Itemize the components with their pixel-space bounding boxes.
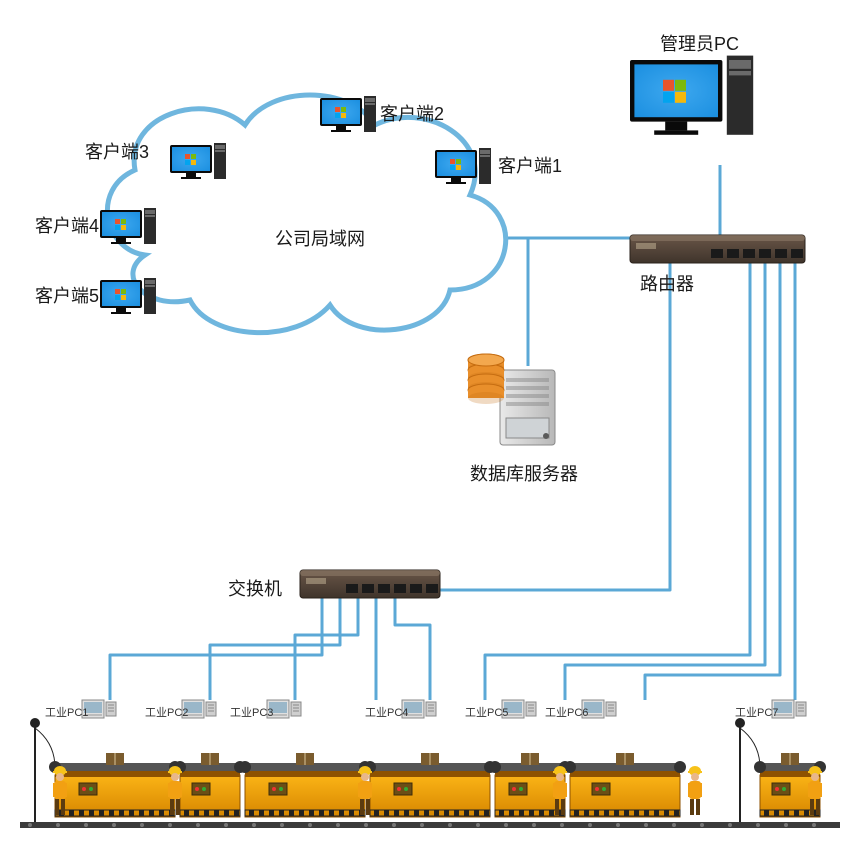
switch-device: [300, 570, 440, 598]
admin-pc: [630, 56, 753, 135]
label-client-4: 客户端4: [35, 212, 99, 238]
client-pc: [100, 278, 156, 314]
router-device: [630, 235, 805, 263]
factory-floor: [20, 718, 840, 828]
label-client-2: 客户端2: [380, 100, 444, 126]
label-ipc-5: 工业PC5: [465, 704, 508, 720]
label-admin-pc: 管理员PC: [660, 30, 739, 56]
label-ipc-1: 工业PC1: [45, 704, 88, 720]
network-link: [565, 260, 765, 700]
label-lan: 公司局域网: [275, 225, 365, 251]
label-db-server: 数据库服务器: [470, 460, 578, 486]
network-link: [395, 590, 430, 700]
db-server: [468, 354, 555, 445]
label-ipc-4: 工业PC4: [365, 704, 408, 720]
network-link: [645, 260, 780, 700]
label-switch: 交换机: [228, 575, 282, 601]
label-client-1: 客户端1: [498, 152, 562, 178]
label-client-5: 客户端5: [35, 282, 99, 308]
cloud-lan: [107, 95, 505, 333]
label-router: 路由器: [640, 270, 694, 296]
label-ipc-6: 工业PC6: [545, 704, 588, 720]
label-ipc-3: 工业PC3: [230, 704, 273, 720]
label-client-3: 客户端3: [85, 138, 149, 164]
label-ipc-7: 工业PC7: [735, 704, 778, 720]
label-ipc-2: 工业PC2: [145, 704, 188, 720]
